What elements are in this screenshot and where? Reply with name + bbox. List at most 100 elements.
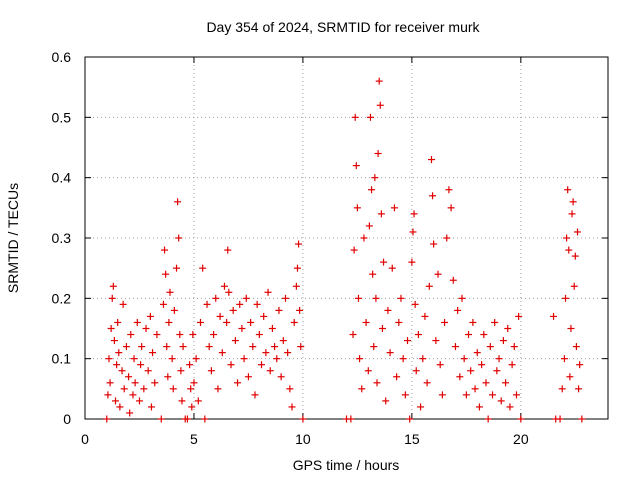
data-point — [170, 306, 178, 314]
data-point — [279, 337, 287, 345]
data-point — [512, 391, 520, 399]
data-point — [506, 403, 514, 411]
data-point — [365, 222, 373, 230]
data-point — [299, 415, 307, 423]
data-point — [473, 349, 481, 357]
data-point — [247, 318, 255, 326]
data-point — [447, 204, 455, 212]
y-axis-title: SRMTID / TECUs — [5, 183, 21, 293]
data-point — [201, 415, 209, 423]
data-point — [114, 318, 122, 326]
data-point — [408, 258, 416, 266]
data-point — [399, 355, 407, 363]
data-point — [349, 331, 357, 339]
data-point — [112, 397, 120, 405]
data-point — [436, 361, 444, 369]
data-point — [164, 373, 172, 381]
data-point — [480, 331, 488, 339]
data-point — [147, 403, 155, 411]
data-point — [118, 367, 126, 375]
data-point — [103, 415, 111, 423]
data-point — [409, 228, 417, 236]
data-point — [295, 240, 303, 248]
data-point — [438, 391, 446, 399]
data-point — [138, 343, 146, 351]
data-point — [218, 349, 226, 357]
data-point — [225, 288, 233, 296]
data-point — [223, 318, 231, 326]
data-point — [189, 331, 197, 339]
data-point — [427, 156, 435, 164]
data-point — [560, 355, 568, 363]
data-point — [562, 294, 570, 302]
data-point — [465, 331, 473, 339]
data-point — [395, 318, 403, 326]
y-axis: 0 0.1 0.2 0.3 0.4 0.5 0.6 — [52, 49, 608, 427]
data-point — [350, 246, 358, 254]
data-point — [575, 385, 583, 393]
data-point — [550, 312, 558, 320]
data-point — [199, 264, 207, 272]
data-point — [568, 210, 576, 218]
data-point — [178, 397, 186, 405]
data-point — [231, 337, 239, 345]
data-point — [573, 228, 581, 236]
data-point — [515, 312, 523, 320]
data-point — [216, 312, 224, 320]
data-point — [493, 367, 501, 375]
data-point — [370, 343, 378, 351]
data-point — [166, 288, 174, 296]
data-point — [271, 343, 279, 351]
data-point — [578, 415, 586, 423]
data-point — [366, 113, 374, 121]
data-point — [288, 403, 296, 411]
data-point — [569, 198, 577, 206]
data-point — [565, 246, 573, 254]
data-point — [566, 373, 574, 381]
data-point — [262, 349, 270, 357]
data-point — [142, 325, 150, 332]
data-point — [419, 355, 427, 363]
data-point — [194, 397, 202, 405]
data-point — [432, 337, 440, 345]
data-point — [253, 300, 261, 308]
data-point — [183, 415, 191, 423]
data-point — [135, 397, 143, 405]
data-point — [268, 325, 276, 332]
data-point — [380, 258, 388, 266]
data-point — [159, 300, 167, 308]
data-point — [397, 294, 405, 302]
data-point — [388, 264, 396, 272]
data-point — [162, 270, 170, 278]
data-point — [242, 294, 250, 302]
data-point — [107, 325, 115, 332]
data-point — [478, 361, 486, 369]
data-point — [293, 264, 301, 272]
y-tick-label: 0.2 — [52, 290, 72, 306]
data-point — [423, 379, 431, 387]
data-point — [404, 337, 412, 345]
data-point — [240, 355, 248, 363]
data-point — [266, 367, 274, 375]
data-point — [179, 343, 187, 351]
data-point — [192, 355, 200, 363]
data-point — [353, 204, 361, 212]
data-point — [297, 343, 305, 351]
grid — [85, 57, 608, 419]
data-point — [146, 312, 154, 320]
data-point — [175, 234, 183, 242]
data-point — [378, 325, 386, 332]
data-point — [149, 349, 157, 357]
data-point — [116, 403, 124, 411]
data-point — [106, 379, 114, 387]
data-point — [484, 415, 492, 423]
y-tick-label: 0.6 — [52, 49, 72, 65]
data-point — [495, 355, 503, 363]
data-point — [151, 379, 159, 387]
data-point — [401, 391, 409, 399]
data-point — [462, 391, 470, 399]
data-point — [281, 294, 289, 302]
data-point — [425, 282, 433, 290]
